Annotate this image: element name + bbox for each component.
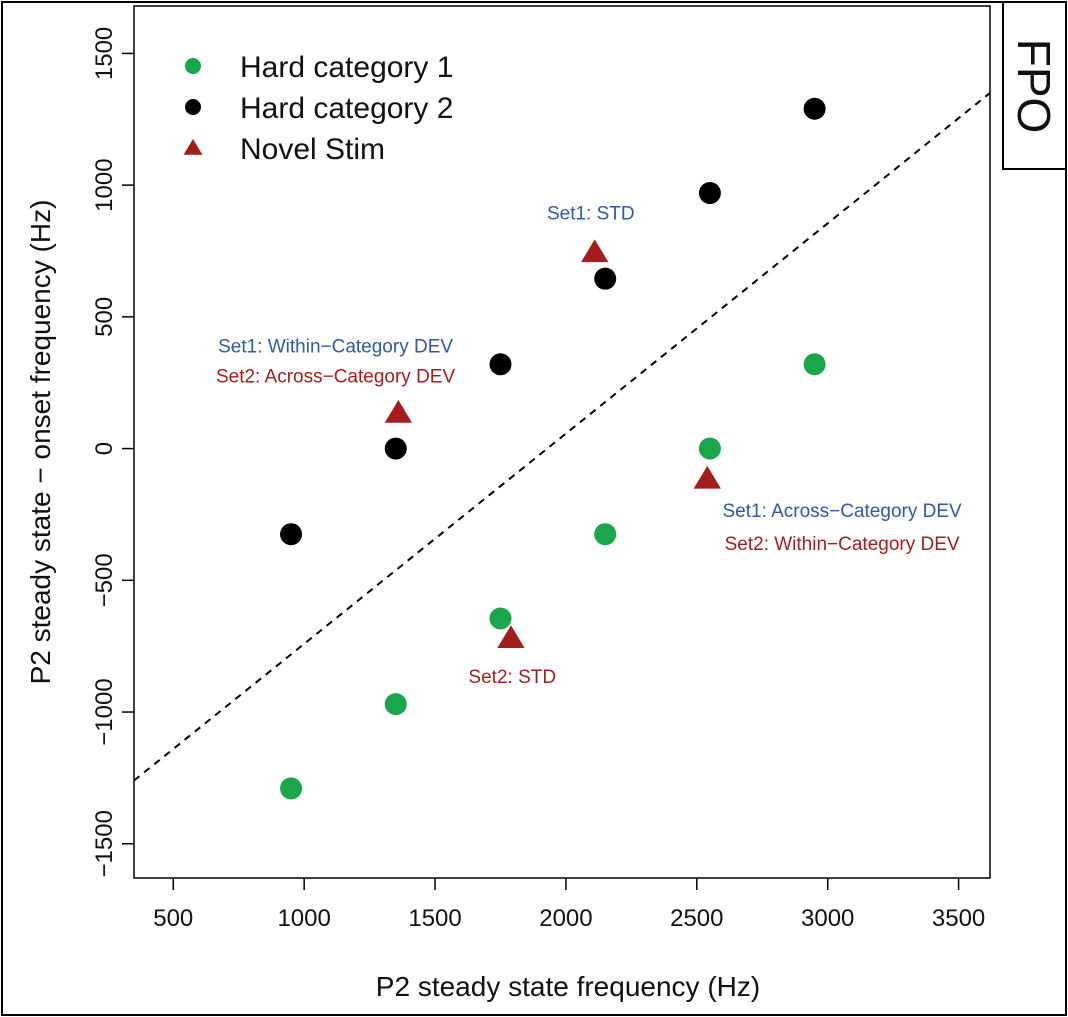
hard-category-1-point (384, 693, 407, 716)
annotation-label: Set1: Across−Category DEV (722, 501, 962, 522)
y-axis-title: P2 steady state − onset frequency (Hz) (25, 200, 56, 685)
reference-line (133, 92, 991, 782)
annotation-label: Set1: Within−Category DEV (218, 336, 453, 357)
hard-category-2-point (489, 353, 512, 376)
novel-stim-point (693, 465, 721, 489)
plot-area (133, 5, 991, 879)
annotation-label: Set2: Across−Category DEV (216, 367, 456, 388)
hard-category-1-point (489, 607, 512, 630)
annotation-label: Set1: STD (547, 203, 635, 224)
hard-category-2-point (280, 523, 303, 546)
y-tick-label: −1000 (91, 678, 118, 745)
hard-category-1-point (803, 353, 826, 376)
hard-category-2-point (803, 97, 826, 120)
x-tick-label: 2000 (539, 905, 592, 932)
y-tick-label: 0 (91, 442, 118, 455)
y-tick-label: −500 (91, 553, 118, 607)
hard-category-2-point (384, 437, 407, 460)
annotation-label: Set2: Within−Category DEV (725, 534, 960, 555)
legend-hard-category-1-marker (185, 58, 201, 74)
annotation-label: Set2: STD (468, 667, 556, 688)
x-tick-label: 3000 (801, 905, 854, 932)
novel-stim-point (581, 239, 609, 263)
legend-label: Hard category 1 (240, 51, 453, 84)
legend-hard-category-2-marker (185, 99, 201, 115)
hard-category-1-point (280, 777, 303, 800)
hard-category-1-point (698, 437, 721, 460)
x-tick-label: 500 (153, 905, 193, 932)
x-axis-title: P2 steady state frequency (Hz) (376, 971, 760, 1002)
legend-label: Novel Stim (240, 133, 385, 166)
hard-category-2-point (698, 182, 721, 205)
fpo-label: FPO (1008, 39, 1060, 134)
hard-category-1-point (594, 523, 617, 546)
novel-stim-point (384, 400, 413, 423)
y-tick-label: 1000 (91, 158, 118, 211)
x-tick-label: 3500 (932, 905, 985, 932)
x-tick-label: 1500 (408, 905, 461, 932)
x-tick-label: 2500 (670, 905, 723, 932)
x-tick-label: 1000 (277, 905, 330, 932)
fpo-box (1002, 1, 1067, 170)
legend-label: Hard category 2 (240, 92, 453, 125)
hard-category-2-point (594, 267, 617, 290)
novel-stim-point (497, 625, 525, 649)
legend-novel-stim-marker (183, 139, 203, 155)
y-tick-label: −1500 (91, 810, 118, 877)
y-tick-label: 1500 (91, 27, 118, 80)
y-tick-label: 500 (91, 297, 118, 337)
